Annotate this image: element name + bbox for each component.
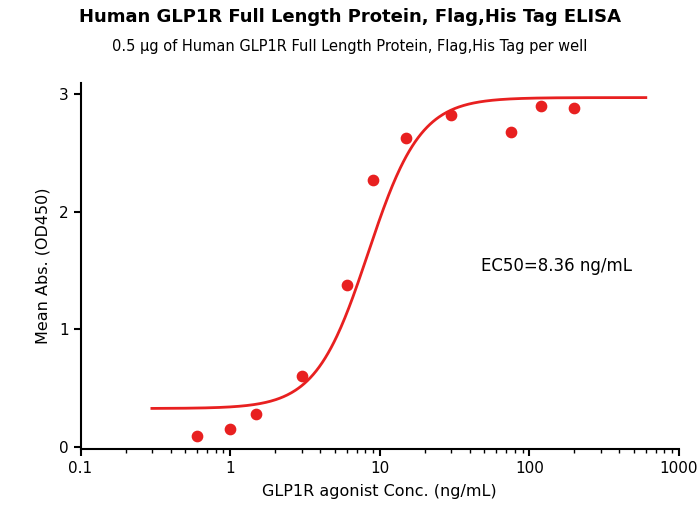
Text: EC50=8.36 ng/mL: EC50=8.36 ng/mL <box>482 257 633 275</box>
Y-axis label: Mean Abs. (OD450): Mean Abs. (OD450) <box>36 187 50 344</box>
Point <box>400 134 412 142</box>
Point <box>341 280 352 288</box>
Point <box>445 111 456 120</box>
Point <box>296 372 307 380</box>
Text: Human GLP1R Full Length Protein, Flag,His Tag ELISA: Human GLP1R Full Length Protein, Flag,Hi… <box>79 8 621 26</box>
Text: 0.5 μg of Human GLP1R Full Length Protein, Flag,His Tag per well: 0.5 μg of Human GLP1R Full Length Protei… <box>112 39 588 54</box>
Point <box>191 432 202 440</box>
Point <box>505 128 517 136</box>
Point <box>536 102 547 110</box>
Point <box>225 425 236 433</box>
Point <box>368 176 379 184</box>
Point <box>251 410 262 418</box>
Point <box>569 104 580 112</box>
X-axis label: GLP1R agonist Conc. (ng/mL): GLP1R agonist Conc. (ng/mL) <box>262 484 497 499</box>
